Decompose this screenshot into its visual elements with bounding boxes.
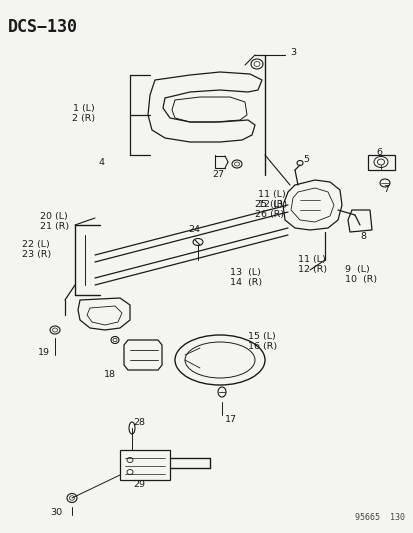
Text: 20 (L)
21 (R): 20 (L) 21 (R) [40,212,69,231]
Text: 6: 6 [375,148,381,157]
Text: 27: 27 [211,170,223,179]
Text: 25 (L)
26 (R): 25 (L) 26 (R) [254,200,283,220]
Text: 9  (L)
10  (R): 9 (L) 10 (R) [344,265,376,285]
Text: 95665  130: 95665 130 [354,513,404,522]
Text: 11 (L)
12 (R): 11 (L) 12 (R) [297,255,326,274]
Text: 28: 28 [133,418,145,427]
Text: DCS−130: DCS−130 [8,18,78,36]
Text: 15 (L)
16 (R): 15 (L) 16 (R) [247,332,276,351]
Text: 17: 17 [224,415,236,424]
Text: 11 (L)
12 (R): 11 (L) 12 (R) [257,190,287,209]
Text: 13  (L)
14  (R): 13 (L) 14 (R) [230,268,261,287]
Text: 7: 7 [382,185,388,194]
Text: 18: 18 [104,370,116,379]
Text: 3: 3 [289,48,295,57]
Text: 30: 30 [50,508,62,517]
Text: 29: 29 [133,480,145,489]
Text: 22 (L)
23 (R): 22 (L) 23 (R) [22,240,51,260]
Text: 1 (L)
2 (R): 1 (L) 2 (R) [72,104,95,124]
Text: 19: 19 [38,348,50,357]
Text: 5: 5 [302,155,308,164]
Text: 4: 4 [99,158,105,167]
Text: 8: 8 [359,232,365,241]
Text: 24: 24 [188,225,199,234]
